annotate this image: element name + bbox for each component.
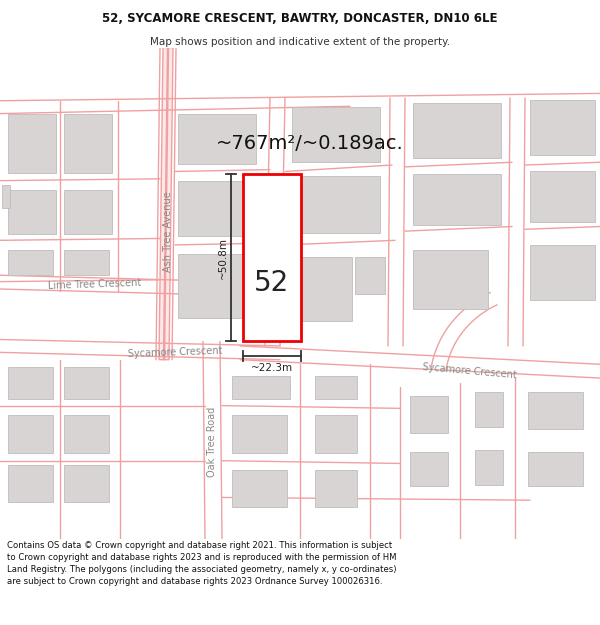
Bar	[232, 470, 287, 507]
Text: Ash Tree Avenue: Ash Tree Avenue	[163, 191, 173, 271]
Bar	[475, 392, 503, 427]
Bar	[64, 114, 112, 173]
Bar	[315, 470, 357, 507]
Bar	[8, 415, 53, 453]
Bar	[355, 257, 385, 294]
Text: Sycamore Crescent: Sycamore Crescent	[422, 362, 518, 381]
Bar	[410, 451, 448, 486]
Text: Map shows position and indicative extent of the property.: Map shows position and indicative extent…	[150, 37, 450, 47]
Bar	[178, 254, 253, 318]
Bar	[530, 245, 595, 300]
Polygon shape	[164, 48, 169, 360]
Bar	[64, 190, 112, 234]
Bar	[413, 174, 501, 225]
Bar	[2, 185, 10, 208]
Bar	[530, 171, 595, 222]
Text: ~22.3m: ~22.3m	[251, 363, 293, 373]
Text: 52: 52	[254, 269, 290, 297]
Text: ~50.8m: ~50.8m	[218, 237, 228, 279]
Bar	[315, 415, 357, 453]
Bar	[8, 249, 53, 275]
Bar	[410, 396, 448, 433]
Bar	[8, 114, 56, 173]
Bar	[232, 415, 287, 453]
Bar	[232, 376, 290, 399]
Bar	[292, 107, 380, 162]
Bar	[528, 451, 583, 486]
Bar	[292, 176, 380, 233]
Bar	[178, 181, 256, 236]
Text: Sycamore Crescent: Sycamore Crescent	[128, 346, 223, 359]
Text: Contains OS data © Crown copyright and database right 2021. This information is : Contains OS data © Crown copyright and d…	[7, 541, 397, 586]
Polygon shape	[159, 48, 173, 360]
Text: Oak Tree Road: Oak Tree Road	[207, 408, 217, 478]
Bar	[64, 249, 109, 275]
Bar	[243, 174, 301, 341]
Text: 52, SYCAMORE CRESCENT, BAWTRY, DONCASTER, DN10 6LE: 52, SYCAMORE CRESCENT, BAWTRY, DONCASTER…	[102, 12, 498, 25]
Bar	[178, 114, 256, 164]
Bar	[530, 100, 595, 155]
Bar	[528, 392, 583, 429]
Text: ~767m²/~0.189ac.: ~767m²/~0.189ac.	[216, 134, 404, 153]
Bar	[413, 249, 488, 309]
Bar	[292, 257, 352, 321]
Bar	[413, 102, 501, 158]
Bar	[64, 465, 109, 502]
Bar	[64, 415, 109, 453]
Text: Lime Tree Crescent: Lime Tree Crescent	[48, 278, 142, 291]
Bar	[64, 367, 109, 399]
Bar	[8, 367, 53, 399]
Bar	[315, 376, 357, 399]
Bar	[8, 465, 53, 502]
Bar	[475, 449, 503, 484]
Bar	[8, 190, 56, 234]
